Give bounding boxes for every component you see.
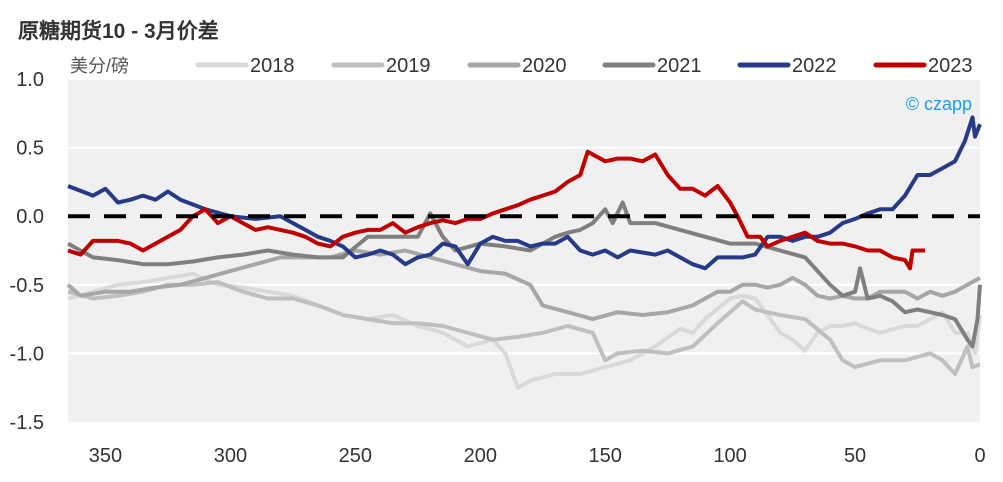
legend-item-2022: 2022 — [737, 55, 837, 77]
x-tick-label: 150 — [589, 445, 622, 467]
watermark-logo: © czapp — [906, 94, 972, 114]
y-tick-label: 0.5 — [16, 138, 44, 160]
x-tick-label: 250 — [339, 445, 372, 467]
y-tick-label: -1.5 — [10, 412, 44, 434]
legend-label: 2021 — [657, 55, 702, 77]
y-tick-label: -0.5 — [10, 275, 44, 297]
x-tick-label: 100 — [713, 445, 746, 467]
series-line-2020 — [66, 248, 981, 322]
series-line-2023 — [67, 149, 925, 271]
y-tick-label: 0.0 — [16, 206, 44, 228]
y-tick-label: -1.0 — [10, 343, 44, 365]
x-tick-label: 350 — [89, 445, 122, 467]
x-tick-label: 200 — [464, 445, 497, 467]
y-axis-label: 美分/磅 — [70, 56, 129, 76]
legend-item-2020: 2020 — [467, 55, 567, 77]
legend-item-2019: 2019 — [331, 55, 431, 77]
x-tick-label: 50 — [844, 445, 866, 467]
legend-item-2018: 2018 — [195, 55, 295, 77]
legend-label: 2022 — [792, 55, 837, 77]
legend-label: 2020 — [522, 55, 567, 77]
series-line-2018 — [67, 271, 982, 390]
legend-label: 2023 — [928, 55, 973, 77]
series-line-2019 — [67, 280, 981, 376]
chart-title: 原糖期货10 - 3月价差 — [18, 19, 219, 43]
y-tick-label: 1.0 — [16, 69, 44, 91]
x-tick-label: 300 — [214, 445, 247, 467]
legend-item-2021: 2021 — [602, 55, 702, 77]
legend-label: 2019 — [386, 55, 431, 77]
legend-item-2023: 2023 — [873, 55, 973, 77]
x-tick-label: 0 — [974, 445, 985, 467]
legend-label: 2018 — [250, 55, 295, 77]
